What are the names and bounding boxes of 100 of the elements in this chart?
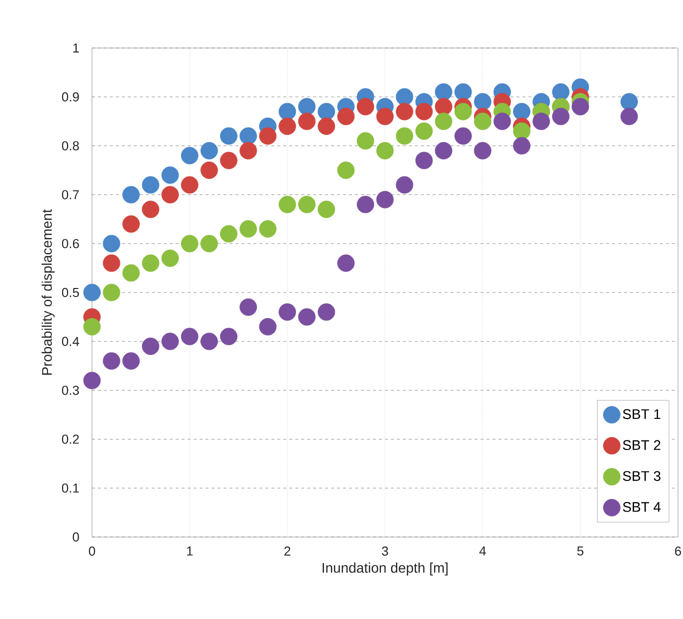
point [396, 88, 414, 106]
y-tick-label: 0.2 [62, 434, 79, 444]
y-tick-label: 1 [73, 44, 79, 52]
point [240, 142, 257, 160]
point [142, 254, 160, 272]
y-tick-label: 0.8 [62, 141, 79, 150]
point [356, 132, 374, 150]
legend-label: SBT 3 [622, 471, 660, 481]
point [552, 108, 570, 126]
y-tick-label: 0.6 [62, 239, 79, 248]
point [337, 254, 355, 272]
point [142, 200, 160, 218]
y-tick-label: 0.7 [62, 190, 79, 200]
point [122, 186, 140, 204]
point [220, 152, 238, 170]
point [620, 108, 638, 126]
point [240, 220, 257, 238]
point [161, 186, 179, 204]
point [161, 166, 179, 184]
point [298, 196, 316, 214]
point [318, 200, 336, 218]
point [318, 102, 336, 120]
point [396, 176, 414, 194]
point [454, 83, 472, 101]
point [278, 303, 296, 321]
point [513, 137, 530, 154]
point [356, 196, 374, 214]
y-tick-label: 0 [72, 532, 79, 542]
point [161, 250, 179, 267]
point [180, 146, 198, 164]
point [220, 127, 238, 145]
point [83, 284, 101, 302]
point [278, 118, 296, 135]
point [200, 162, 218, 179]
point [552, 83, 570, 101]
point [142, 176, 160, 194]
point [200, 142, 218, 160]
point [180, 234, 198, 252]
point [102, 254, 120, 272]
point [474, 142, 492, 160]
x-tick-label: 1 [187, 546, 193, 556]
point [513, 122, 530, 140]
point [122, 352, 140, 370]
point [396, 127, 414, 145]
y-axis-title: Probability of displacement [42, 209, 55, 375]
point [298, 308, 316, 326]
y-tick-label: 0.3 [62, 386, 79, 395]
x-tick-label: 2 [284, 546, 290, 556]
point [240, 127, 257, 145]
point [102, 284, 120, 302]
point [200, 234, 218, 252]
point [122, 215, 140, 233]
point [415, 102, 433, 120]
x-tick-label: 4 [479, 546, 486, 556]
point [240, 298, 257, 316]
point [83, 318, 101, 336]
point [337, 108, 355, 126]
point [356, 98, 374, 116]
point [376, 190, 394, 208]
point [454, 102, 472, 120]
point [220, 225, 238, 243]
y-tick-label: 0.9 [62, 92, 79, 102]
legend-label: SBT 1 [622, 409, 660, 420]
point [494, 112, 511, 130]
point [434, 112, 452, 130]
point [434, 98, 452, 116]
x-tick-label: 5 [577, 546, 584, 556]
point [122, 264, 140, 282]
y-tick-label: 0.1 [62, 484, 79, 493]
x-tick-label: 3 [382, 546, 388, 556]
point [259, 220, 276, 238]
point [298, 112, 316, 130]
point [180, 328, 198, 346]
point [278, 102, 296, 120]
point [572, 98, 590, 116]
point [102, 352, 120, 370]
point [376, 142, 394, 160]
point [532, 112, 550, 130]
point [259, 127, 276, 145]
point [620, 93, 638, 110]
y-tick-label: 0.5 [62, 288, 79, 298]
point [142, 338, 160, 355]
point [220, 328, 238, 346]
point [434, 142, 452, 160]
point [278, 196, 296, 214]
x-tick-label: 0 [88, 546, 96, 556]
point [180, 176, 198, 194]
point [513, 102, 530, 120]
point [434, 83, 452, 101]
point [415, 152, 433, 170]
point [396, 102, 414, 120]
point [376, 108, 394, 126]
x-axis-title: Inundation depth [m] [322, 562, 448, 576]
legend-label: SBT 2 [622, 440, 660, 450]
y-tick-label: 0.4 [62, 336, 80, 346]
point [454, 127, 472, 145]
point [259, 318, 276, 336]
point [318, 303, 336, 321]
legend-label: SBT 4 [622, 502, 661, 512]
point [474, 112, 492, 130]
